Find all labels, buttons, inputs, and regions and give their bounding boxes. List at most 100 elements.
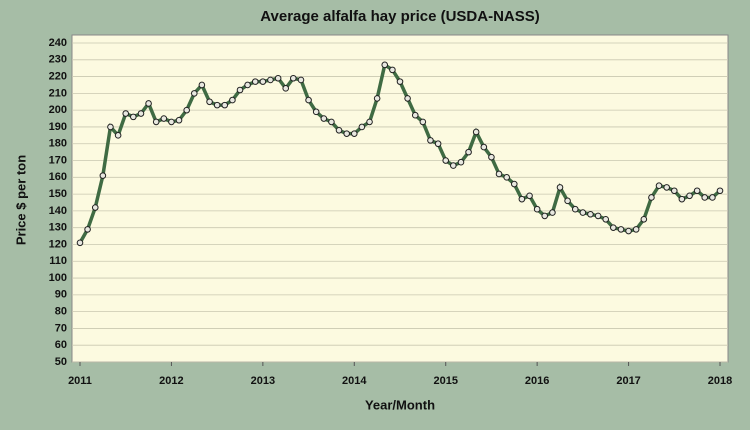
plot-area — [71, 34, 729, 363]
data-point — [114, 132, 122, 139]
y-tick-label: 90 — [55, 289, 67, 301]
data-point — [709, 194, 716, 201]
y-tick-label: 160 — [49, 171, 67, 183]
data-point — [503, 174, 510, 181]
data-point — [183, 106, 190, 114]
data-point — [244, 81, 251, 89]
data-point — [221, 101, 229, 109]
x-tick-label: 2016 — [525, 375, 549, 387]
data-point — [366, 118, 373, 126]
data-point — [526, 192, 533, 200]
data-point — [328, 118, 335, 126]
y-tick-label: 220 — [49, 70, 67, 82]
x-axis-label: Year/Month — [365, 397, 435, 412]
data-point — [320, 115, 328, 122]
data-point — [625, 227, 632, 235]
data-point — [198, 81, 206, 89]
data-point — [678, 195, 686, 203]
x-tick-label: 2011 — [68, 375, 92, 387]
data-point — [213, 101, 221, 109]
y-tick-label: 180 — [49, 138, 67, 150]
y-tick-label: 80 — [55, 306, 67, 318]
data-point — [419, 118, 427, 126]
data-point — [130, 113, 137, 121]
data-point — [259, 78, 267, 85]
data-point — [434, 140, 442, 148]
data-point — [411, 111, 419, 119]
y-tick-label: 120 — [49, 238, 67, 250]
data-point — [404, 95, 411, 102]
data-point — [571, 205, 579, 213]
y-tick-label: 110 — [49, 255, 67, 267]
y-axis-label: Price $ per ton — [13, 155, 28, 245]
data-point — [282, 85, 290, 92]
data-point — [602, 215, 610, 223]
data-point — [701, 194, 709, 201]
x-tick-label: 2012 — [159, 375, 183, 387]
data-point — [640, 215, 648, 223]
data-point — [251, 78, 259, 85]
data-point — [465, 148, 472, 156]
data-point — [716, 187, 724, 195]
data-point — [396, 78, 404, 85]
y-tick-label: 170 — [49, 154, 67, 166]
data-point — [541, 212, 549, 220]
chart-title: Average alfalfa hay price (USDA-NASS) — [260, 8, 540, 25]
data-point — [533, 205, 541, 213]
data-point — [495, 170, 503, 178]
data-point — [510, 180, 518, 188]
y-tick-label: 100 — [49, 272, 67, 284]
data-point — [229, 96, 236, 104]
y-tick-label: 140 — [49, 205, 67, 217]
data-point — [381, 61, 389, 69]
data-point — [648, 194, 655, 201]
data-point — [335, 127, 343, 134]
data-point — [373, 95, 381, 102]
x-tick-label: 2015 — [433, 375, 457, 387]
data-point — [267, 76, 274, 84]
data-point — [236, 86, 244, 94]
data-point — [564, 197, 571, 205]
x-tick-label: 2017 — [616, 375, 640, 387]
data-point — [610, 224, 617, 231]
data-point — [107, 123, 114, 131]
data-point — [655, 182, 663, 190]
data-point — [442, 157, 450, 164]
data-point — [594, 212, 602, 220]
data-point — [160, 115, 168, 122]
data-point — [556, 184, 564, 191]
data-point — [450, 162, 457, 169]
data-point — [457, 158, 465, 166]
data-point — [343, 130, 350, 137]
data-point — [358, 123, 366, 131]
y-tick-label: 130 — [49, 222, 67, 234]
data-point — [632, 226, 640, 233]
data-point — [175, 116, 183, 124]
data-point — [290, 74, 297, 82]
data-point — [472, 128, 480, 136]
data-point — [152, 118, 160, 126]
data-point — [84, 226, 91, 233]
data-point — [579, 209, 587, 216]
y-tick-label: 60 — [55, 339, 67, 351]
y-tick-label: 240 — [49, 37, 67, 49]
data-point — [587, 210, 594, 218]
data-point — [389, 66, 396, 74]
data-point — [76, 239, 84, 247]
data-point — [549, 209, 556, 216]
data-point — [693, 187, 701, 195]
data-point — [518, 195, 526, 203]
y-tick-label: 190 — [49, 121, 67, 133]
data-point — [305, 96, 312, 104]
y-tick-label: 230 — [49, 54, 67, 66]
x-tick-label: 2013 — [251, 375, 275, 387]
data-point — [480, 143, 488, 151]
data-point — [99, 172, 107, 179]
data-point — [190, 90, 198, 97]
data-point — [274, 74, 282, 82]
x-tick-label: 2014 — [342, 375, 367, 387]
data-point — [168, 118, 175, 126]
data-point — [686, 192, 693, 200]
data-point — [617, 226, 625, 233]
